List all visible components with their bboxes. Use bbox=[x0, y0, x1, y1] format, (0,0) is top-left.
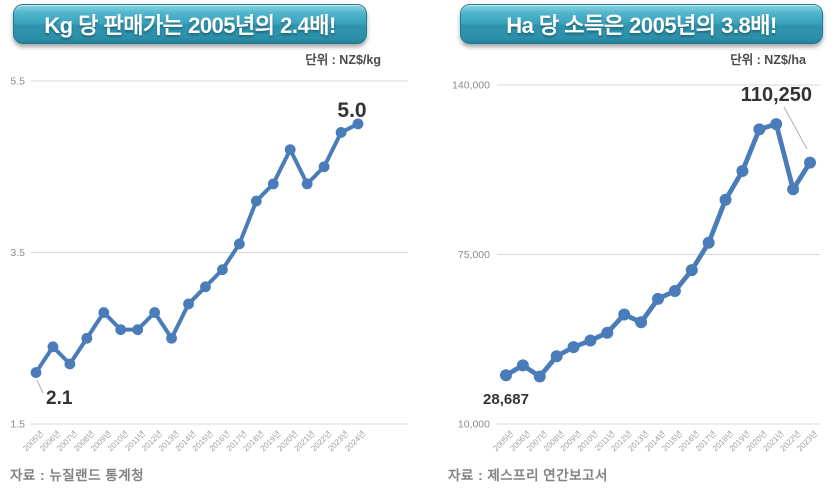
data-point bbox=[753, 123, 766, 136]
data-point bbox=[149, 307, 161, 318]
y-axis-tick-label: 140,000 bbox=[452, 80, 490, 92]
data-point bbox=[132, 324, 144, 336]
data-point bbox=[217, 264, 228, 276]
last-value-label: 110,250 bbox=[741, 84, 812, 106]
data-point bbox=[516, 359, 529, 372]
first-value-label: 2.1 bbox=[46, 388, 73, 409]
y-axis-tick-label: 1.5 bbox=[10, 419, 25, 431]
data-point bbox=[618, 308, 631, 321]
data-point bbox=[635, 316, 648, 329]
data-point bbox=[301, 178, 313, 190]
data-point bbox=[787, 183, 800, 196]
data-point bbox=[804, 156, 816, 169]
data-point bbox=[166, 332, 177, 344]
chart-title-badge: Ha 당 소득은 2005년의 3.8배! bbox=[460, 4, 823, 44]
data-point bbox=[352, 118, 364, 130]
data-point bbox=[284, 144, 296, 156]
data-point bbox=[98, 307, 110, 318]
source-label: 자료 : 뉴질랜드 통계청 bbox=[10, 468, 145, 483]
data-point bbox=[250, 195, 262, 207]
data-point bbox=[567, 341, 580, 354]
data-point bbox=[64, 358, 76, 370]
data-point bbox=[719, 193, 732, 206]
data-point bbox=[685, 264, 698, 277]
data-point bbox=[652, 292, 664, 305]
chart-title: Ha 당 소득은 2005년의 3.8배! bbox=[506, 13, 777, 38]
data-point bbox=[200, 281, 211, 293]
data-point bbox=[183, 298, 194, 310]
data-point bbox=[81, 332, 93, 344]
data-point bbox=[736, 165, 749, 178]
data-point bbox=[318, 161, 330, 173]
data-line bbox=[503, 121, 813, 379]
data-point bbox=[233, 238, 245, 250]
annotation-callout-line bbox=[36, 379, 44, 394]
y-axis-tick-label: 3.5 bbox=[10, 247, 25, 259]
data-point bbox=[770, 118, 783, 131]
data-point bbox=[533, 370, 546, 383]
data-point bbox=[550, 350, 563, 363]
data-point bbox=[668, 285, 681, 298]
price-per-kg-chart-panel: Kg 당 판매가는 2005년의 2.4배! 단위 : NZ$/kg 5.5 3.… bbox=[10, 4, 408, 483]
price-per-kg-line-chart: 5.53.51.52005년2006년2007년2008년2009년2010년2… bbox=[10, 76, 408, 453]
first-value-label: 28,687 bbox=[483, 391, 529, 408]
data-point bbox=[601, 326, 614, 339]
y-axis-tick-label: 10,000 bbox=[458, 419, 490, 431]
data-point bbox=[702, 236, 715, 249]
annotation-callout-line bbox=[783, 106, 808, 150]
data-point bbox=[335, 127, 347, 138]
data-point bbox=[47, 341, 59, 353]
last-value-label: 5.0 bbox=[337, 99, 366, 122]
chart-title-badge: Kg 당 판매가는 2005년의 2.4배! bbox=[13, 4, 367, 44]
chart-title: Kg 당 판매가는 2005년의 2.4배! bbox=[44, 13, 336, 38]
unit-label: 단위 : NZ$/kg bbox=[305, 53, 381, 67]
income-per-ha-chart-panel: Ha 당 소득은 2005년의 3.8배! 단위 : NZ$/ha 140,00… bbox=[418, 0, 835, 493]
y-axis-tick-label: 75,000 bbox=[458, 249, 490, 261]
unit-label: 단위 : NZ$/ha bbox=[730, 53, 806, 67]
source-label: 자료 : 제스프리 연간보고서 bbox=[448, 468, 608, 483]
data-point bbox=[115, 324, 127, 336]
data-point bbox=[584, 334, 597, 347]
data-point bbox=[30, 367, 42, 378]
y-axis-tick-label: 5.5 bbox=[10, 76, 25, 88]
data-point bbox=[267, 178, 279, 190]
income-per-ha-line-chart: 140,00075,00010,0002005년2006년2007년2008년2… bbox=[452, 80, 820, 453]
data-point bbox=[500, 369, 512, 382]
